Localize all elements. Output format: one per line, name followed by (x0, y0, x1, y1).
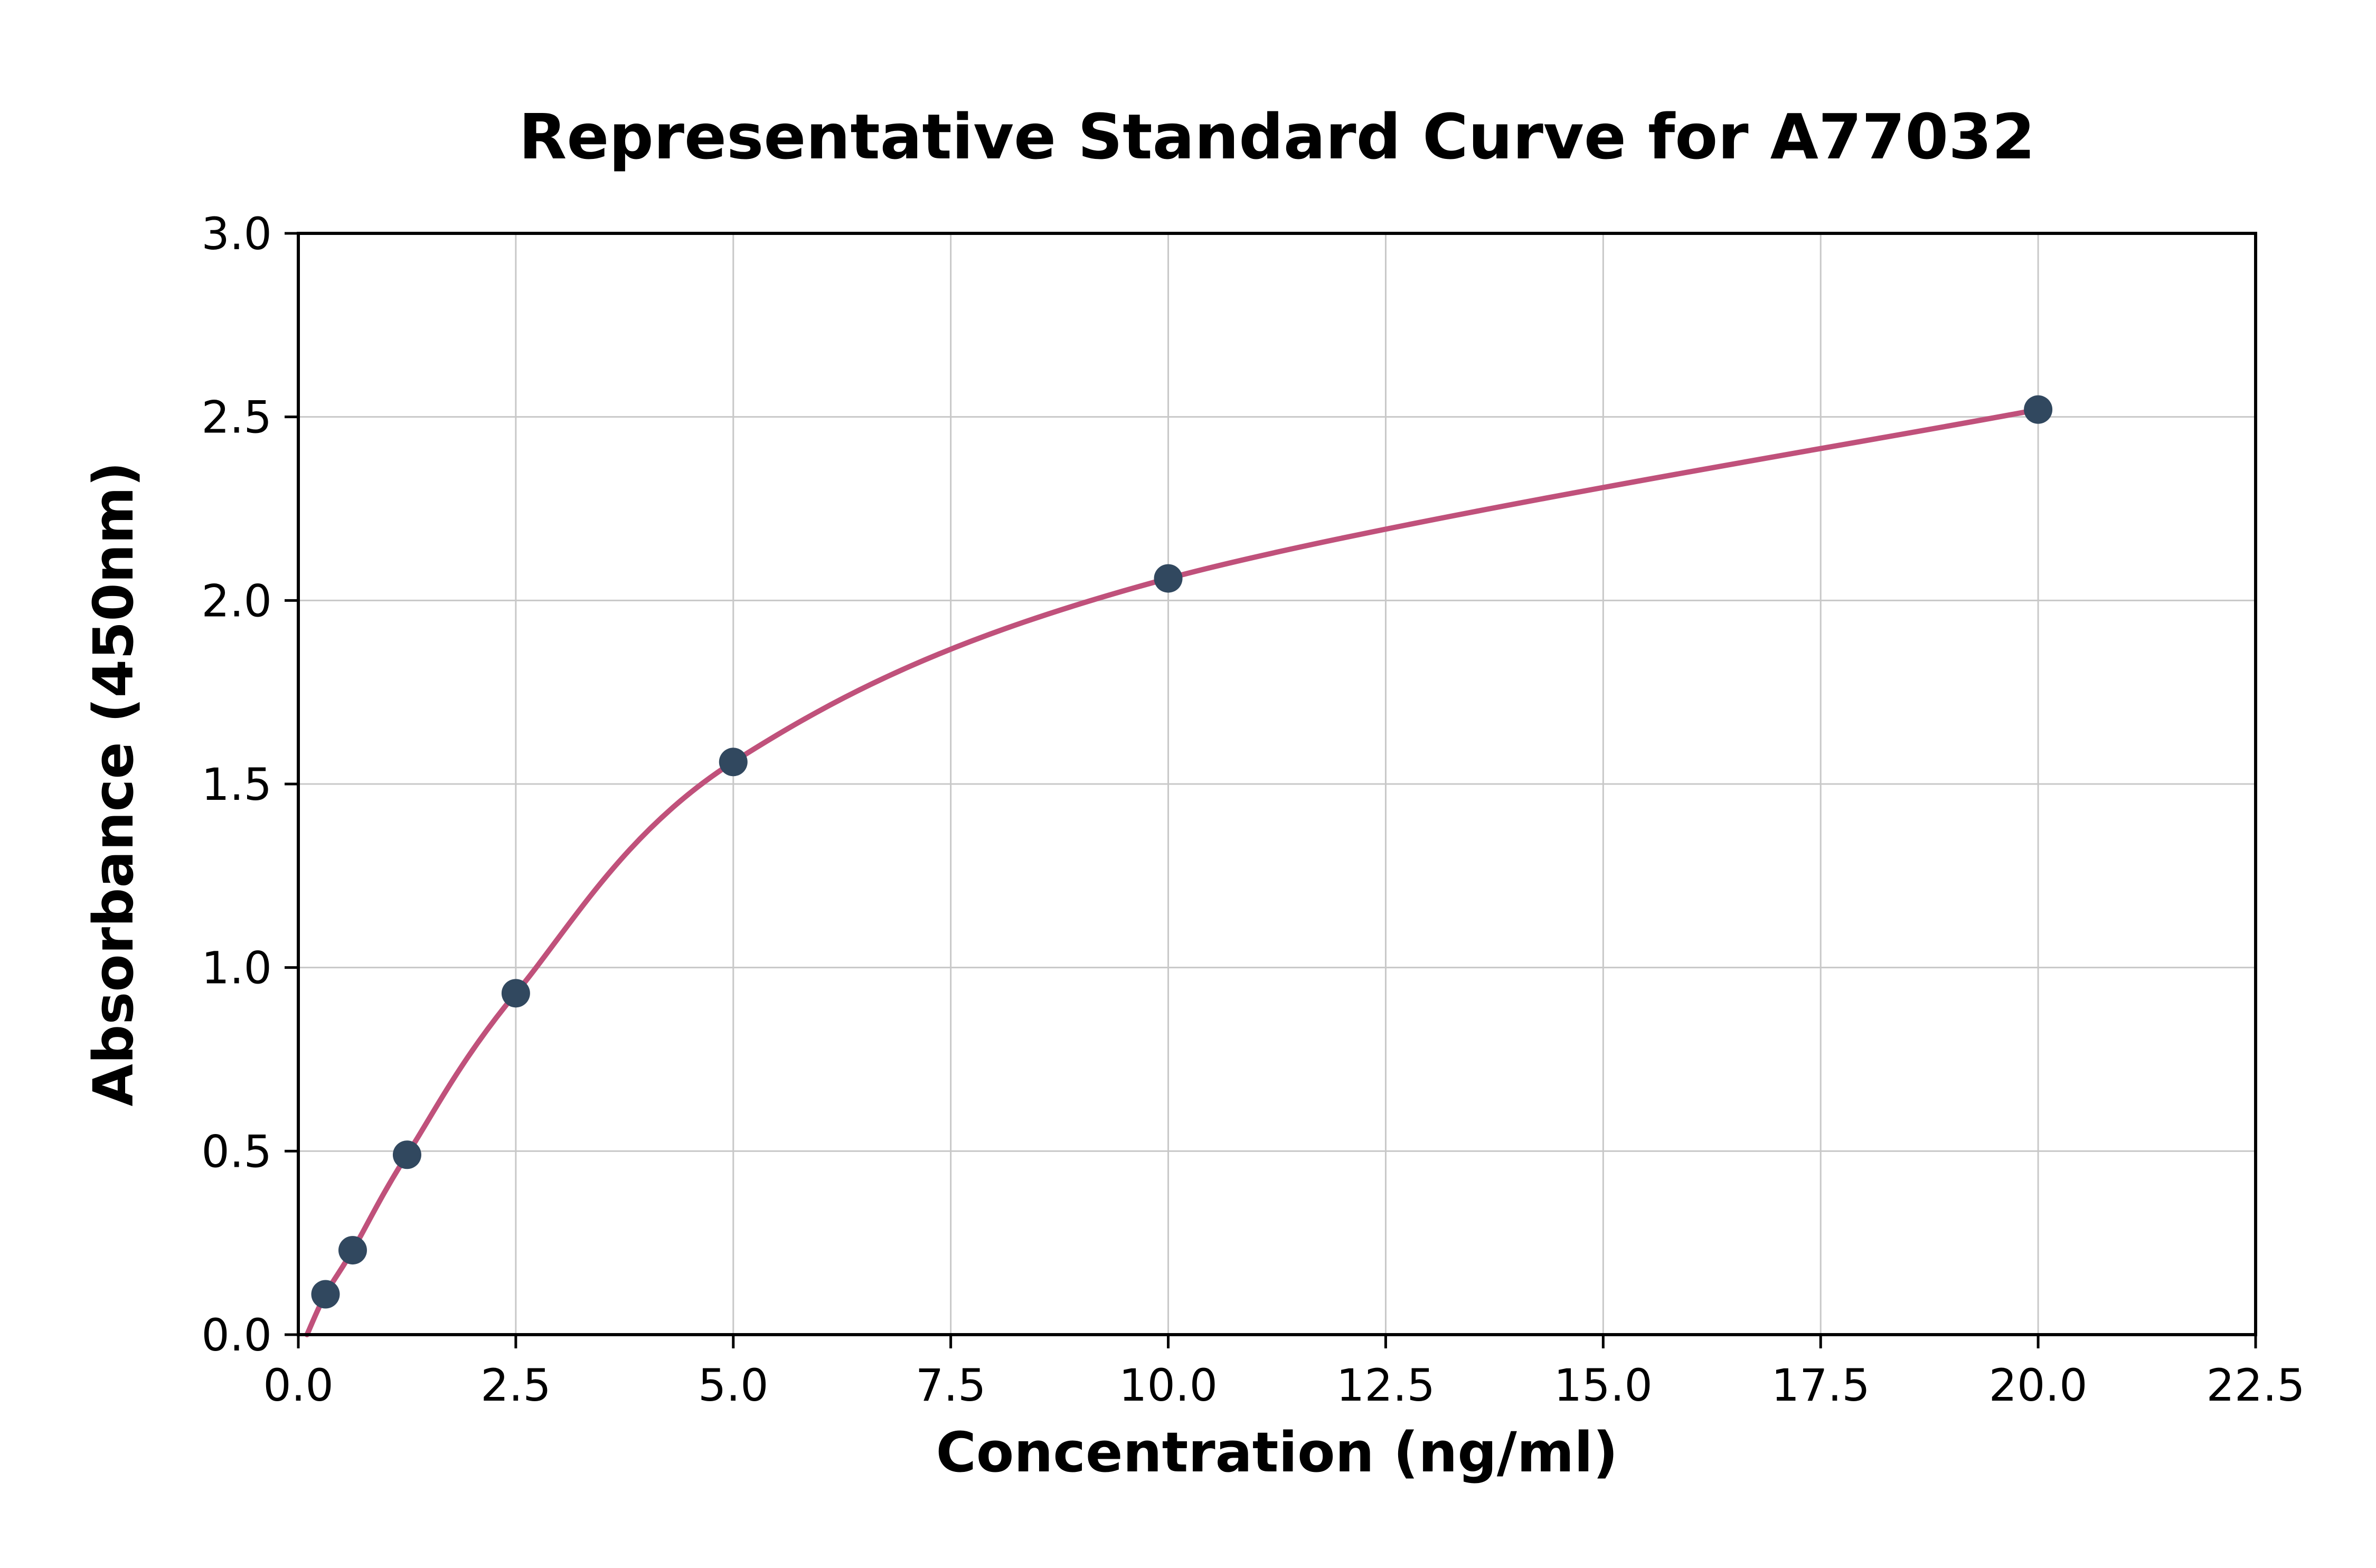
y-tick-label: 0.0 (201, 1309, 272, 1361)
data-point (1154, 564, 1183, 593)
x-tick-label: 7.5 (916, 1359, 986, 1411)
y-tick-label: 2.5 (201, 392, 272, 443)
x-axis-label: Concentration (ng/ml) (936, 1420, 1618, 1485)
y-tick-label: 0.5 (201, 1126, 272, 1177)
y-tick-label: 1.0 (201, 942, 272, 994)
x-tick-label: 15.0 (1554, 1359, 1653, 1411)
x-tick-label: 0.0 (263, 1359, 334, 1411)
y-tick-label: 1.5 (201, 759, 272, 810)
fit-curve (304, 407, 2041, 1337)
x-tick-label: 22.5 (2206, 1359, 2305, 1411)
data-point (501, 979, 530, 1008)
x-tick-label: 17.5 (1771, 1359, 1870, 1411)
x-tick-label: 5.0 (698, 1359, 769, 1411)
y-tick-label: 3.0 (201, 208, 272, 260)
x-tick-label: 10.0 (1119, 1359, 1218, 1411)
x-tick-label: 20.0 (1989, 1359, 2088, 1411)
x-tick-label: 12.5 (1336, 1359, 1435, 1411)
chart-title: Representative Standard Curve for A77032 (518, 100, 2035, 173)
y-tick-label: 2.0 (201, 575, 272, 627)
x-tick-label: 2.5 (480, 1359, 551, 1411)
data-point (338, 1236, 367, 1265)
data-point (2024, 395, 2053, 424)
data-point (311, 1280, 340, 1309)
data-point (392, 1140, 421, 1169)
data-point (719, 748, 748, 777)
